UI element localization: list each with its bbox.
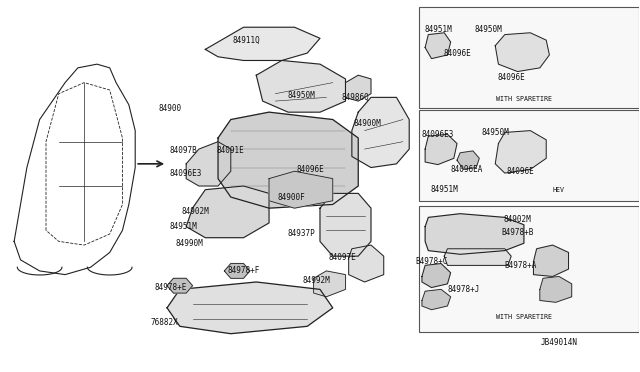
Text: JB49014N: JB49014N (540, 339, 577, 347)
Polygon shape (540, 276, 572, 302)
Bar (419, 7, 639, 109)
Polygon shape (218, 112, 358, 208)
Polygon shape (320, 193, 371, 256)
Text: 84096E: 84096E (507, 167, 534, 176)
Text: 84911Q: 84911Q (233, 36, 260, 45)
Polygon shape (495, 33, 549, 71)
Text: 84900: 84900 (159, 104, 182, 113)
Text: B4978+B: B4978+B (501, 228, 534, 237)
Bar (419, 110, 639, 201)
Polygon shape (422, 289, 451, 310)
Polygon shape (425, 33, 451, 59)
Text: 84986Q: 84986Q (341, 93, 369, 102)
Text: 84978+F: 84978+F (227, 266, 260, 275)
Text: 84096E: 84096E (296, 165, 324, 174)
Text: 84950M: 84950M (287, 91, 315, 100)
Polygon shape (349, 245, 384, 282)
Text: 84097E: 84097E (328, 253, 356, 263)
Text: 84097B: 84097B (169, 147, 197, 155)
Text: 84950M: 84950M (481, 128, 509, 137)
Text: 84096E: 84096E (497, 73, 525, 81)
Text: 84951M: 84951M (169, 222, 197, 231)
Text: WITH SPARETIRE: WITH SPARETIRE (496, 314, 552, 320)
Text: 84096E3: 84096E3 (170, 169, 202, 177)
Polygon shape (314, 271, 346, 297)
Polygon shape (425, 214, 524, 254)
Text: B4978+C: B4978+C (415, 257, 448, 266)
Polygon shape (269, 171, 333, 208)
Text: 76882X: 76882X (150, 318, 178, 327)
Polygon shape (167, 278, 193, 293)
Text: 84951M: 84951M (430, 185, 458, 194)
Polygon shape (422, 263, 451, 288)
Bar (419, 206, 639, 332)
Polygon shape (186, 142, 231, 186)
Polygon shape (256, 61, 346, 112)
Text: HEV: HEV (553, 187, 565, 193)
Polygon shape (352, 97, 409, 167)
Text: 84978+E: 84978+E (154, 283, 186, 292)
Polygon shape (346, 75, 371, 101)
Text: WITH SPARETIRE: WITH SPARETIRE (496, 96, 552, 102)
Text: 84096EA: 84096EA (451, 165, 483, 174)
Polygon shape (186, 186, 269, 238)
Polygon shape (495, 131, 546, 173)
Text: 84096E: 84096E (443, 49, 471, 58)
Polygon shape (425, 134, 457, 164)
Text: 84900F: 84900F (278, 193, 305, 202)
Text: 84937P: 84937P (287, 230, 315, 238)
Text: 84990M: 84990M (175, 239, 204, 248)
Text: 84900M: 84900M (354, 119, 381, 128)
Text: 84992M: 84992M (303, 276, 331, 285)
Polygon shape (225, 263, 250, 278)
Polygon shape (534, 245, 568, 276)
Polygon shape (205, 27, 320, 61)
Text: 84978+J: 84978+J (447, 285, 479, 294)
Text: 84902M: 84902M (182, 207, 210, 217)
Text: 84096E3: 84096E3 (422, 130, 454, 139)
Text: 84091E: 84091E (217, 147, 244, 155)
Text: 84902M: 84902M (504, 215, 531, 224)
Text: 84951M: 84951M (424, 25, 452, 33)
Polygon shape (444, 249, 511, 265)
Polygon shape (167, 282, 333, 334)
Text: 84950M: 84950M (475, 25, 503, 33)
Polygon shape (457, 151, 479, 169)
Text: B4978+A: B4978+A (504, 261, 537, 270)
